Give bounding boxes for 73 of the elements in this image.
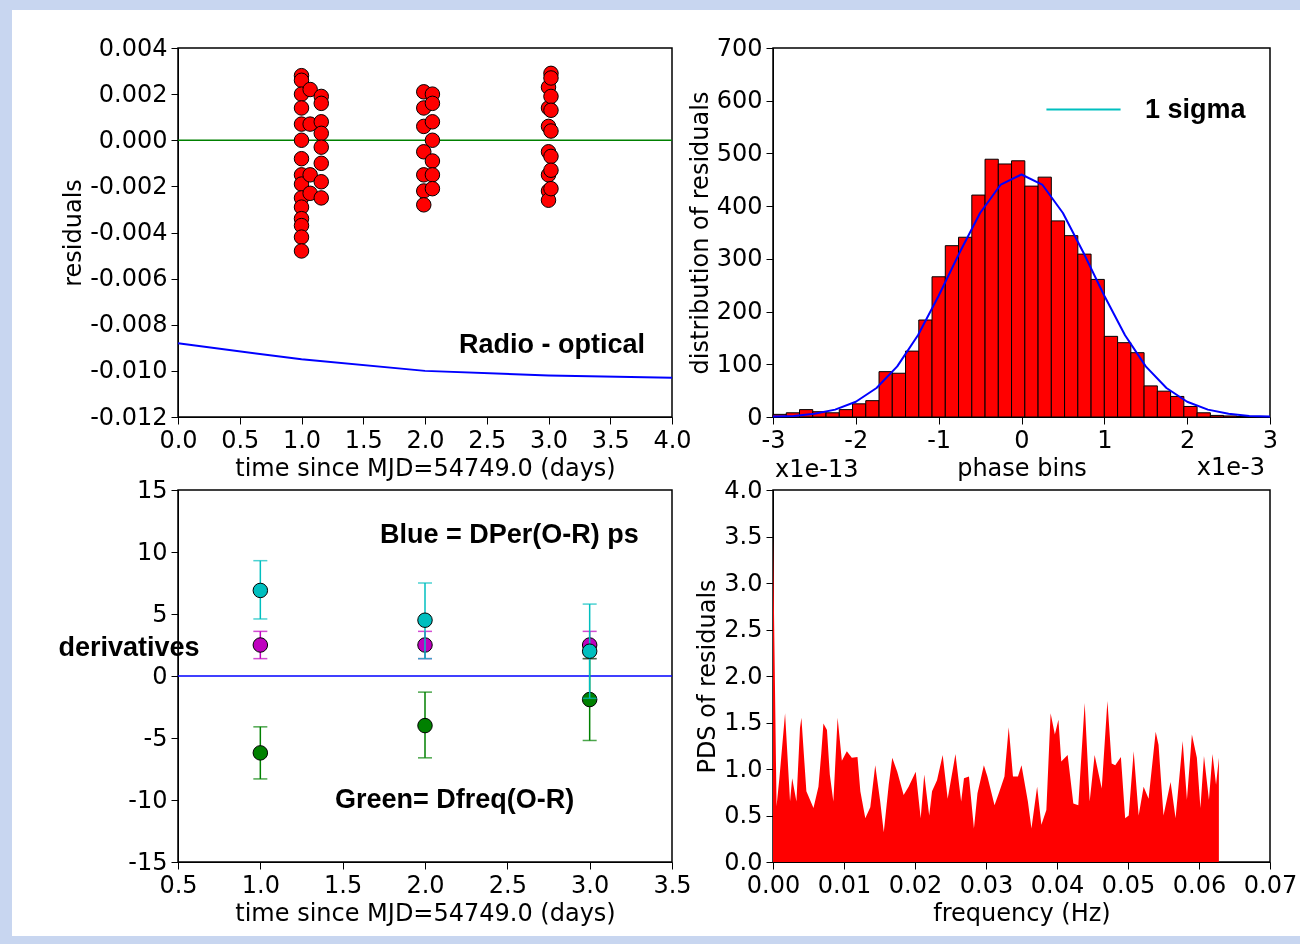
x-tick-label: 0 [1014, 425, 1030, 454]
x-axis-title: time since MJD=54749.0 (days) [235, 898, 616, 927]
y-tick-label: -0.004 [90, 218, 168, 246]
x-tick-label: 2 [1180, 425, 1196, 454]
y-tick-label: 2.5 [724, 615, 763, 643]
y-tick-label: -0.010 [90, 356, 168, 385]
y-tick-label: 3.5 [724, 522, 763, 550]
y-axis-title: PDS of residuals [693, 579, 722, 774]
y-tick-label: -15 [128, 847, 168, 876]
x-tick-label: 3.5 [653, 870, 692, 899]
x-tick-label: 3 [1262, 425, 1279, 454]
x-tick-label: 2.0 [406, 870, 445, 899]
x-tick-label: 4.0 [653, 425, 692, 454]
y-tick-label: 0.000 [98, 125, 168, 154]
annotation: Green= Dfreq(O-R) [335, 784, 575, 814]
x-axis-title: time since MJD=54749.0 (days) [235, 453, 616, 482]
x-tick-label: -3 [761, 425, 786, 454]
y-tick-label: 0.5 [724, 801, 763, 829]
y-tick-label: -0.012 [90, 402, 168, 431]
x-tick-label: 2.0 [406, 425, 445, 454]
y-tick-label: -10 [128, 785, 168, 814]
y-tick-label: 600 [716, 86, 763, 115]
y-axis-title: residuals [59, 179, 88, 287]
y-tick-label: 1.0 [724, 754, 763, 783]
y-tick-label: 0 [747, 402, 763, 431]
x-tick-label: 1.5 [344, 425, 383, 454]
x-tick-label: 0.05 [1101, 870, 1156, 899]
x-axis-title: phase bins [957, 453, 1087, 482]
y-tick-label: -0.008 [90, 310, 168, 339]
y-axis-title: distribution of residuals [685, 91, 714, 375]
x-tick-label: 0.07 [1243, 870, 1298, 899]
y-tick-label: 10 [136, 537, 168, 566]
y-tick-label: 4.0 [724, 475, 763, 504]
x-tick-label: 0.01 [817, 870, 872, 899]
x-axis-title: frequency (Hz) [933, 898, 1111, 927]
x-tick-label: 2.5 [468, 425, 507, 454]
y-tick-label: 0 [152, 661, 168, 690]
x-tick-label: 0.06 [1172, 870, 1227, 899]
y-tick-label: 5 [152, 599, 168, 628]
y-tick-label: 300 [716, 244, 763, 273]
x-tick-label: 0.04 [1030, 870, 1085, 899]
y-tick-label: 0.002 [98, 79, 168, 108]
x-tick-label: 1.0 [241, 870, 280, 899]
y-tick-label: 400 [716, 191, 763, 220]
y-tick-label: -0.002 [90, 171, 168, 200]
x-tick-label: 2.5 [488, 870, 527, 899]
y-tick-label: 500 [716, 138, 763, 167]
x-tick-label: 1.5 [324, 870, 363, 899]
x-tick-label: 0.03 [959, 870, 1014, 899]
x-tick-label: 0.5 [221, 425, 260, 454]
x-tick-label: 3.5 [591, 425, 630, 454]
x-tick-label: 1.0 [282, 425, 322, 454]
y-tick-label: 1.5 [724, 708, 763, 736]
y-tick-label: 100 [716, 349, 763, 378]
y-tick-label: 0.004 [98, 33, 168, 62]
y-tick-label: 200 [716, 297, 763, 326]
y-tick-label: -0.006 [90, 264, 168, 293]
x-tick-label: 3.0 [571, 870, 610, 899]
legend-label: 1 sigma [1145, 93, 1247, 124]
x-tick-label: 0.02 [888, 870, 943, 899]
x-tick-label: -1 [927, 425, 952, 454]
x-tick-label: -2 [844, 425, 869, 454]
y-tick-label: 2.0 [724, 661, 763, 690]
x-tick-label: 3.0 [529, 425, 569, 454]
text: x1e-3 [1196, 453, 1265, 481]
text: x1e-13 [775, 455, 859, 483]
y-tick-label: 3.0 [724, 568, 763, 597]
x-tick-label: 1 [1097, 425, 1113, 454]
y-tick-label: -5 [143, 723, 168, 752]
annotation: Blue = DPer(O-R) ps [380, 519, 639, 549]
annotation: Radio - optical [458, 329, 645, 359]
y-tick-label: 700 [716, 33, 763, 62]
y-tick-label: 15 [136, 475, 168, 504]
